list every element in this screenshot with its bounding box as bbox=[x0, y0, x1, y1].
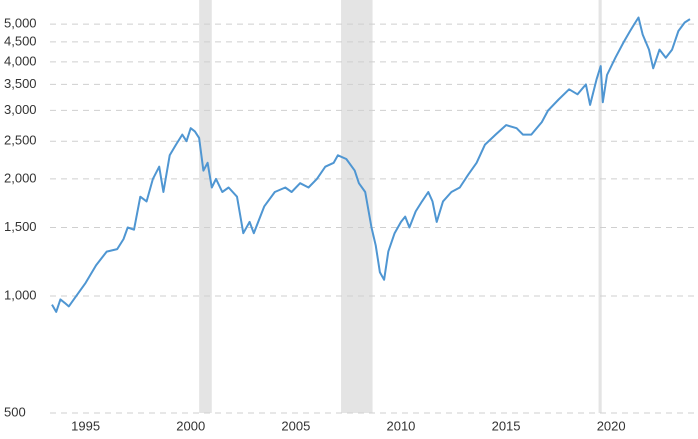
recession-band bbox=[598, 0, 602, 413]
y-tick-label: 3,500 bbox=[4, 76, 37, 91]
y-tick-label: 4,000 bbox=[4, 53, 37, 68]
x-tick-label: 2015 bbox=[492, 418, 521, 433]
y-tick-label: 2,500 bbox=[4, 133, 37, 148]
data-line bbox=[51, 16, 691, 313]
y-tick-label: 500 bbox=[4, 404, 26, 419]
x-tick-label: 2005 bbox=[281, 418, 310, 433]
y-tick-label: 3,000 bbox=[4, 102, 37, 117]
y-tick-label: 1,500 bbox=[4, 219, 37, 234]
y-tick-label: 4,500 bbox=[4, 33, 37, 48]
x-tick-label: 2020 bbox=[597, 418, 626, 433]
x-tick-label: 2000 bbox=[176, 418, 205, 433]
recession-band bbox=[199, 0, 212, 413]
y-tick-label: 1,000 bbox=[4, 287, 37, 302]
x-tick-label: 1995 bbox=[71, 418, 100, 433]
x-tick-label: 2010 bbox=[386, 418, 415, 433]
y-tick-label: 2,000 bbox=[4, 170, 37, 185]
y-tick-label: 5,000 bbox=[4, 16, 37, 31]
